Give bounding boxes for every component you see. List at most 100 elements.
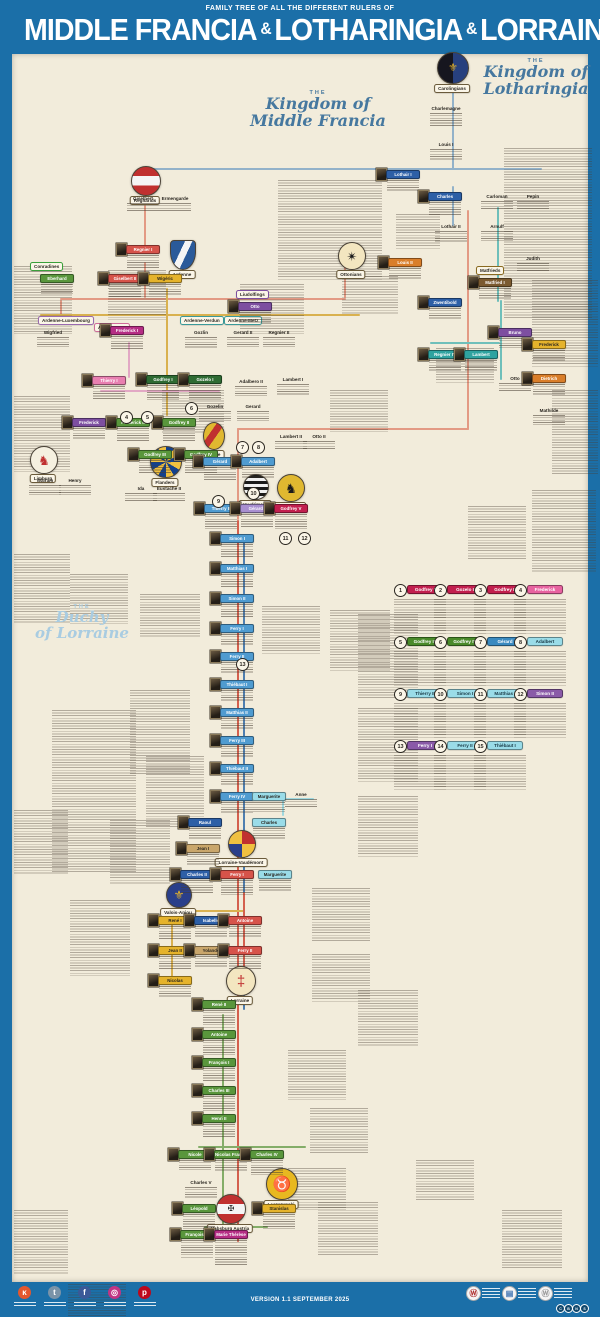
person-name-banner: Ferry III <box>220 736 254 745</box>
person-node: Judith <box>516 256 550 271</box>
succession-number-badge: 10 <box>247 487 260 500</box>
person-name-banner: Raoul <box>188 818 222 827</box>
body-text-block <box>468 506 526 560</box>
person-name: Lambert I <box>282 377 304 382</box>
dates-text-lines <box>203 1040 235 1056</box>
body-text-block <box>330 610 390 672</box>
cc-license-icon: S <box>580 1304 589 1313</box>
person-node: Giselbert II <box>98 272 142 298</box>
dates-text-lines <box>159 926 191 940</box>
person-name: Pepin <box>526 194 540 199</box>
emblem-glyph: ✠ <box>227 1204 235 1213</box>
person-node: Henry <box>58 478 92 495</box>
dates-text-lines <box>481 231 513 241</box>
dates-text-lines <box>517 201 549 209</box>
person-node: Lambert II <box>274 434 308 449</box>
person-node: Ferry II <box>218 944 262 970</box>
person-name-banner: Ferry II <box>228 946 262 955</box>
dates-text-lines <box>533 415 565 425</box>
person-name: Otto <box>510 376 520 381</box>
dates-text-lines <box>479 288 511 300</box>
person-node: Giselbert <box>126 196 160 211</box>
dates-text-lines <box>221 690 253 702</box>
person-node: Gérard <box>193 455 237 481</box>
person-node: Nicolas François <box>204 1148 248 1172</box>
person-node: François I <box>192 1056 236 1082</box>
regnarids-emblem-icon <box>131 166 161 196</box>
facebook-icon: f <box>78 1286 91 1299</box>
title-part: LORRAINE <box>480 12 600 47</box>
person-name-banner: Charles IV <box>250 1150 284 1159</box>
dates-text-lines <box>153 493 185 501</box>
dates-text-lines <box>185 1187 217 1199</box>
dates-text-lines <box>221 604 253 618</box>
legend-ruler-name: Frederick <box>527 585 563 594</box>
person-name-banner: Lambert <box>464 350 498 359</box>
footer-badge-caption <box>482 1288 500 1298</box>
legend-text-block <box>394 703 446 739</box>
person-name: Eustache II <box>156 486 182 491</box>
dates-text-lines <box>203 1124 235 1138</box>
person-node: Eberhard <box>40 274 74 294</box>
dates-text-lines <box>229 926 261 938</box>
body-text-block <box>14 554 70 624</box>
connector-line <box>60 300 62 316</box>
dates-text-lines <box>285 799 317 807</box>
person-node: Walram <box>28 478 62 495</box>
person-node: Charles IV <box>240 1148 284 1176</box>
dates-text-lines <box>533 350 565 362</box>
person-node: Ferry I <box>210 622 254 646</box>
legend-number-badge: 5 <box>394 636 407 649</box>
succession-number-badge: 13 <box>236 658 249 671</box>
person-node: Gérard I <box>230 502 274 528</box>
dates-text-lines <box>221 802 253 814</box>
person-name-banner: Otto <box>238 302 272 311</box>
heading-the: THE <box>309 90 327 96</box>
legend-number-badge: 2 <box>434 584 447 597</box>
dates-text-lines <box>517 263 549 271</box>
person-name: Charles V <box>190 1180 212 1185</box>
body-text-block <box>532 490 596 572</box>
social-handle-text <box>44 1302 66 1307</box>
person-node: Antoine <box>218 914 262 938</box>
person-name-banner: Simon I <box>220 534 254 543</box>
dates-text-lines <box>179 1160 211 1170</box>
social-handle-text <box>74 1302 96 1307</box>
legend-text-block <box>514 651 566 687</box>
dates-text-lines <box>303 441 335 449</box>
person-node: Charles <box>252 818 286 840</box>
house-label: Ottonians <box>336 270 366 279</box>
dates-text-lines <box>429 360 461 372</box>
person-name: Henry <box>68 478 82 483</box>
person-node: Wigfried <box>36 330 70 347</box>
dates-text-lines <box>199 411 231 421</box>
person-name-banner: Ferry I <box>220 624 254 633</box>
person-node: Bruno <box>488 326 532 348</box>
person-name-banner: Eberhard <box>40 274 74 283</box>
person-node: Mathilde <box>532 408 566 425</box>
person-name: Arnulf <box>490 224 504 229</box>
person-node: Godfrey I <box>136 373 180 401</box>
house-label: Matfrieds <box>476 266 505 275</box>
person-name-banner: Charles <box>252 818 286 827</box>
dates-text-lines <box>499 338 531 348</box>
dates-text-lines <box>221 634 253 646</box>
person-name-banner: Zwentibold <box>428 298 462 307</box>
body-text-block <box>396 214 440 250</box>
person-node: Henri II <box>192 1112 236 1138</box>
house-label: Lorraine-Vaudémont <box>214 858 268 867</box>
carolingians-emblem-icon: ⚜ <box>437 52 469 84</box>
person-name: Gozelin <box>206 404 224 409</box>
main-title: MIDDLE FRANCIA&LOTHARINGIA&LORRAINE <box>24 12 600 48</box>
lorraine-vaud-mont-emblem-icon <box>228 830 256 858</box>
person-name: Gerard <box>245 404 261 409</box>
person-node: Yolande <box>184 944 228 968</box>
person-name: Otto II <box>312 434 326 439</box>
legend-ruler-name: Simon II <box>527 689 563 698</box>
dates-text-lines <box>221 746 253 758</box>
person-node: Marie Thérèse <box>204 1228 248 1266</box>
dates-text-lines <box>93 386 125 400</box>
social-handle-text <box>104 1302 126 1307</box>
person-node: Gozlin <box>184 330 218 349</box>
